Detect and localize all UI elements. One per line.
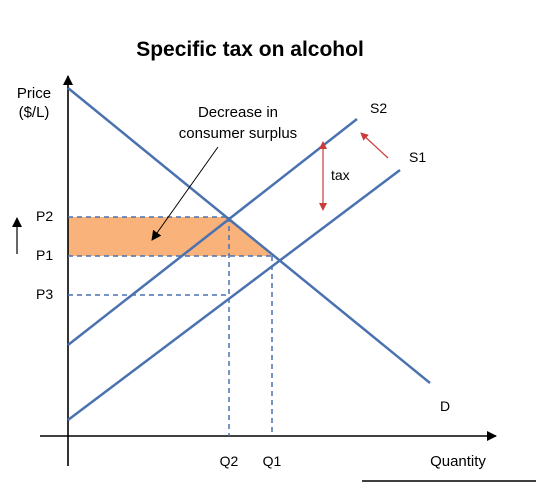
price-label-p2: P2 (36, 208, 53, 224)
curve-label-s2: S2 (370, 100, 387, 116)
curve-label-d: D (440, 398, 450, 414)
y-axis-label-line2: ($/L) (19, 104, 50, 121)
quantity-label-q1: Q1 (263, 453, 282, 469)
demand-curve (67, 87, 431, 384)
guide-lines (68, 216, 273, 436)
consumer-surplus-loss-area (68, 217, 272, 256)
x-axis-label: Quantity (430, 453, 486, 470)
cs-annotation-pointer (151, 146, 219, 241)
tax-label: tax (331, 167, 350, 183)
curve-label-s1: S1 (409, 149, 426, 165)
price-label-p1: P1 (36, 247, 53, 263)
quantity-label-q2: Q2 (220, 453, 239, 469)
cs-annotation-line1: Decrease in (198, 104, 278, 121)
cs-annotation-line2: consumer surplus (179, 125, 297, 142)
supply-curve-s2 (67, 118, 358, 346)
y-axis-label-line1: Price (17, 85, 51, 102)
diagram-title: Specific tax on alcohol (136, 38, 364, 61)
price-label-p3: P3 (36, 286, 53, 302)
supply-curve-s1 (67, 169, 401, 421)
supply-shift-arrow (360, 132, 389, 159)
